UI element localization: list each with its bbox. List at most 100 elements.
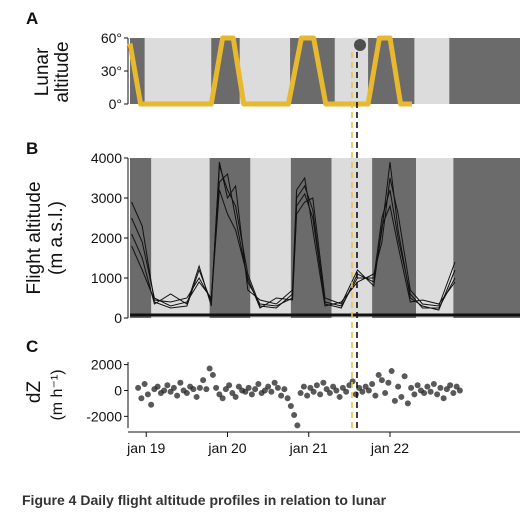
y-tick-label: 2000	[91, 357, 122, 373]
panel-c-ylabel-units: (m h⁻¹)	[49, 369, 66, 420]
dz-point	[294, 422, 301, 429]
flight-altitude-line-2	[131, 161, 456, 307]
x-tick-label: jan 22	[370, 440, 409, 456]
y-tick-label: -2000	[86, 408, 122, 424]
dz-point	[378, 377, 385, 384]
dz-point	[226, 382, 233, 389]
dz-point	[177, 379, 184, 386]
dz-point	[248, 391, 255, 398]
y-tick-label: 0°	[109, 96, 122, 112]
panel-a-plot: 0° 30° 60°	[101, 30, 520, 112]
dz-point	[281, 386, 288, 393]
y-tick-label: 3000	[91, 190, 122, 206]
dz-point	[365, 387, 372, 394]
dz-point	[203, 386, 210, 393]
dz-point	[300, 383, 307, 390]
dz-point	[372, 392, 379, 399]
dz-point	[255, 381, 262, 387]
y-tick-label: 4000	[91, 150, 122, 166]
dz-point	[320, 379, 327, 386]
dz-point	[424, 383, 431, 390]
dz-point	[268, 388, 275, 395]
y-tick-label: 60°	[101, 30, 122, 46]
dz-point	[440, 395, 447, 402]
y-tick-label: 1000	[91, 270, 122, 286]
dz-point	[245, 384, 252, 391]
dz-point	[271, 379, 278, 386]
panel-a-letter: A	[26, 9, 38, 28]
dz-point	[404, 400, 411, 407]
night-band-4	[449, 38, 520, 104]
dz-point	[297, 390, 304, 397]
dz-point	[284, 395, 291, 402]
dz-point	[287, 403, 294, 409]
dz-point	[375, 371, 382, 378]
dz-point	[232, 393, 239, 400]
dz-point	[398, 393, 405, 400]
dz-point	[164, 382, 171, 389]
dz-point	[274, 384, 281, 391]
dz-point	[388, 368, 395, 375]
dz-point	[304, 392, 311, 399]
dz-point	[200, 377, 207, 384]
dz-point	[154, 383, 161, 390]
dz-point	[265, 383, 272, 390]
dz-point	[141, 381, 148, 387]
y-tick-label: 30°	[101, 63, 122, 79]
panel-b-ylabel-units: (m a.s.l.)	[46, 201, 67, 275]
dz-point	[427, 388, 434, 395]
panel-c-ylabel: dZ	[24, 381, 45, 404]
dz-point	[252, 386, 259, 393]
dz-point	[391, 397, 398, 404]
dz-point	[206, 365, 213, 372]
dz-point	[411, 391, 418, 398]
dz-point	[209, 371, 216, 378]
dz-point	[352, 391, 359, 398]
night-band-4	[453, 158, 520, 318]
lunar-altitude-line	[127, 35, 412, 107]
dz-point	[434, 391, 441, 398]
dz-point	[161, 387, 168, 394]
dz-point	[148, 401, 155, 408]
panel-b-plot: 0 1000 2000 3000 4000	[91, 150, 520, 326]
dz-point	[310, 388, 317, 395]
dz-point	[437, 384, 444, 391]
dz-point	[213, 384, 220, 391]
figure-caption: Figure 4 Daily flight altitude profiles …	[22, 492, 387, 508]
dz-point	[343, 388, 350, 395]
panel-c-plot: -2000 0 2000 jan 19 jan 20 jan 21 jan 22	[86, 357, 520, 456]
dz-point	[333, 387, 340, 394]
dz-point	[382, 390, 389, 397]
dz-point	[359, 388, 366, 395]
x-tick-label: jan 19	[126, 440, 165, 456]
dz-point	[135, 384, 142, 391]
dz-point	[278, 392, 285, 399]
dz-point	[385, 379, 392, 386]
flight-altitude-line-3	[131, 189, 456, 309]
dz-point	[450, 390, 457, 397]
dz-point	[174, 392, 181, 399]
dz-point	[408, 384, 415, 391]
dz-point	[291, 412, 298, 419]
dz-point	[170, 384, 177, 391]
panel-a-ylabel-line2: altitude	[52, 41, 73, 102]
dz-point	[193, 393, 200, 400]
dz-point	[219, 395, 226, 402]
dz-point	[138, 395, 145, 402]
moon-peak-marker	[354, 39, 366, 51]
dz-point	[447, 382, 454, 389]
x-tick-label: jan 20	[207, 440, 246, 456]
dz-point	[326, 390, 333, 397]
dz-point	[369, 381, 376, 387]
dz-point	[414, 382, 421, 389]
night-band-2	[290, 158, 332, 318]
y-tick-label: 0	[114, 310, 122, 326]
dz-point	[421, 390, 428, 397]
panel-b-letter: B	[26, 139, 38, 158]
dz-point	[313, 382, 320, 389]
panel-a-ylabel-line1: Lunar	[32, 47, 53, 96]
dz-point	[196, 384, 203, 391]
panel-b-ylabel: Flight altitude	[24, 181, 45, 294]
dz-point	[317, 391, 324, 398]
dz-point	[456, 387, 463, 394]
